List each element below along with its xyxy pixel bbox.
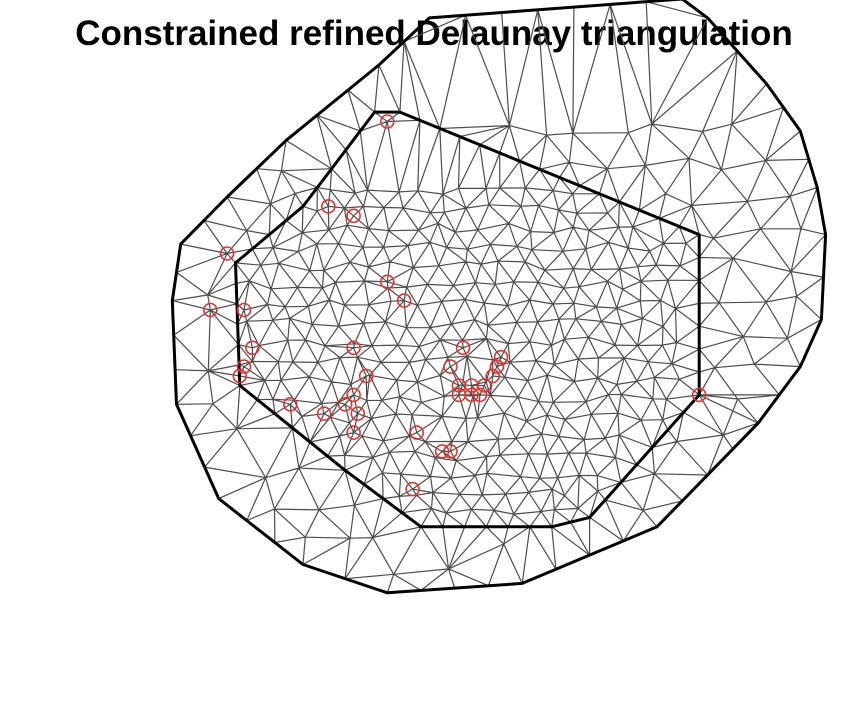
data-point [232, 368, 248, 384]
data-point [337, 396, 353, 412]
data-point [443, 359, 458, 374]
mesh-triangle-edges [171, 0, 827, 594]
inner-boundary [234, 110, 701, 529]
data-point [472, 387, 488, 403]
data-points [203, 114, 707, 497]
data-point [245, 340, 260, 356]
data-point [320, 199, 336, 214]
data-point [346, 425, 361, 440]
data-point [434, 444, 450, 459]
figure-title: Constrained refined Delaunay triangulati… [75, 14, 793, 53]
data-point [282, 396, 298, 412]
data-point [489, 359, 505, 374]
outer-boundary [170, 0, 828, 595]
data-point [379, 274, 395, 290]
data-point [350, 406, 366, 422]
data-point [346, 208, 361, 224]
data-point [236, 302, 252, 318]
data-point [346, 340, 361, 356]
data-point [358, 368, 374, 384]
data-point [485, 368, 501, 384]
mesh-edges [171, 0, 827, 594]
data-point [396, 293, 412, 308]
data-point [443, 444, 458, 459]
data-point [455, 340, 471, 356]
data-point [409, 425, 425, 440]
data-point [346, 387, 361, 403]
data-point [219, 246, 235, 261]
data-point [236, 359, 252, 374]
data-point [203, 302, 218, 318]
boundary-lines [170, 0, 828, 595]
data-point [316, 406, 332, 422]
data-point [464, 387, 479, 403]
data-point [405, 481, 420, 497]
data-point [476, 378, 492, 393]
data-point [379, 114, 395, 129]
data-point [493, 349, 509, 365]
data-point [691, 387, 707, 403]
